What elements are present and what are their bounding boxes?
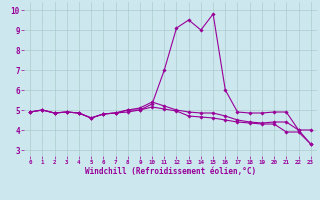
X-axis label: Windchill (Refroidissement éolien,°C): Windchill (Refroidissement éolien,°C) <box>85 167 256 176</box>
